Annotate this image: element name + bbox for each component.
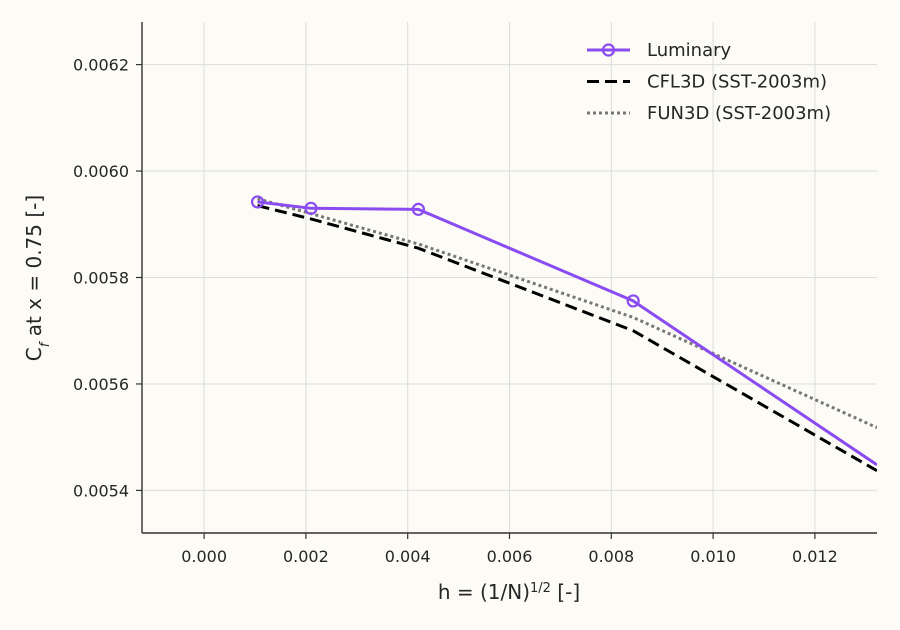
legend-label: FUN3D (SST-2003m) (647, 103, 831, 124)
legend-entry: CFL3D (SST-2003m) (587, 72, 827, 93)
y-tick-label: 0.0062 (73, 56, 129, 75)
y-axis-title: Cf at x = 0.75 [-] (22, 195, 53, 361)
series-line (257, 200, 877, 467)
series-2 (257, 197, 877, 429)
series-0 (250, 195, 877, 467)
grid (142, 22, 877, 533)
data-point (626, 294, 640, 308)
y-tick-label: 0.0060 (73, 162, 129, 181)
x-tick-label: 0.000 (181, 547, 227, 566)
series-1 (257, 204, 877, 473)
data-point (411, 202, 425, 216)
x-tick-label: 0.012 (792, 547, 838, 566)
y-tick-label: 0.0058 (73, 269, 129, 288)
x-tick-label: 0.002 (283, 547, 329, 566)
x-tick-label: 0.008 (588, 547, 634, 566)
x-ticks: 0.000 0.002 0.004 0.006 0.008 0.010 0.012 (181, 533, 838, 566)
y-tick-label: 0.0056 (73, 375, 129, 394)
x-tick-label: 0.004 (385, 547, 431, 566)
legend-label: Luminary (647, 40, 731, 61)
data-point (250, 195, 265, 209)
legend-label: CFL3D (SST-2003m) (647, 72, 827, 93)
series-layer (250, 195, 877, 473)
data-point (304, 201, 318, 215)
y-tick-label: 0.0054 (73, 481, 129, 500)
x-tick-label: 0.010 (690, 547, 736, 566)
x-tick-label: 0.006 (487, 547, 533, 566)
x-axis-title: h = (1/N)1/2 [-] (438, 580, 580, 604)
legend-marker (601, 43, 616, 57)
legend: Luminary CFL3D (SST-2003m) FUN3D (SST-2003… (587, 40, 831, 124)
series-line (257, 197, 877, 429)
legend-entry: FUN3D (SST-2003m) (587, 103, 831, 124)
series-line (257, 204, 877, 473)
y-ticks: 0.0054 0.0056 0.0058 0.0060 0.0062 (73, 56, 142, 500)
legend-entry: Luminary (587, 40, 731, 61)
